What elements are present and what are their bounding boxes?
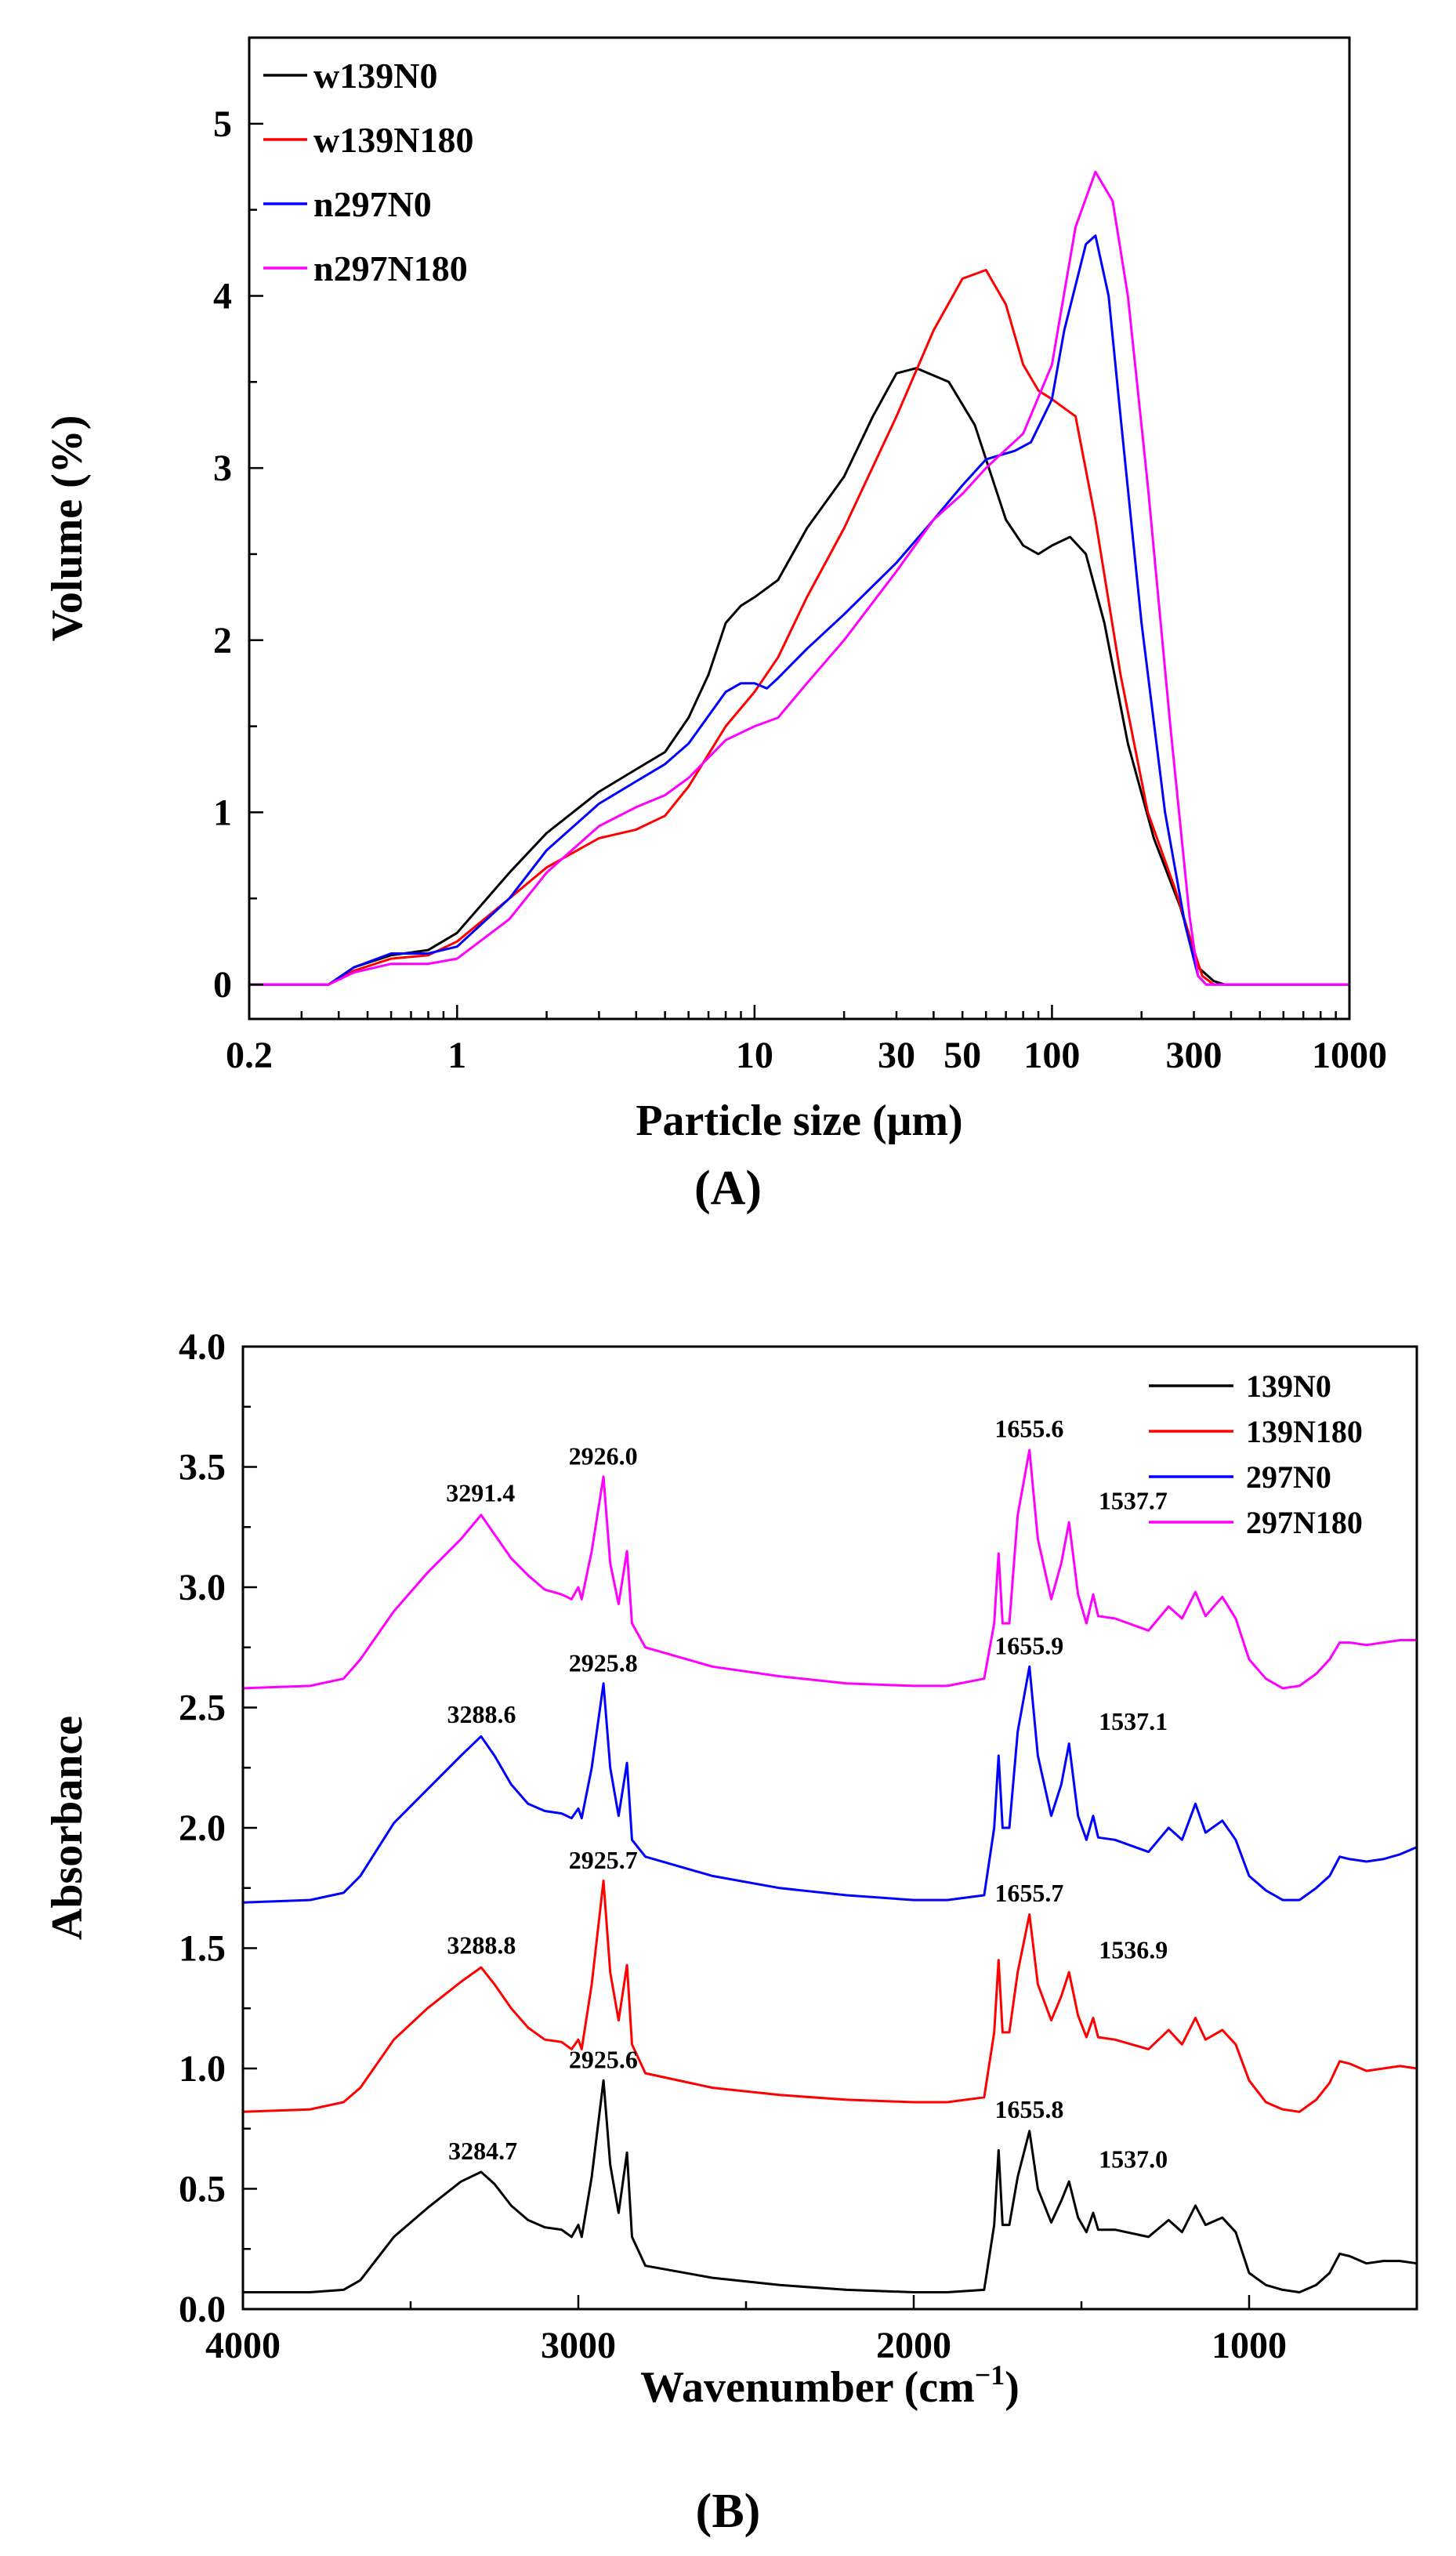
y-tick-label: 1.5: [179, 1928, 226, 1970]
x-tick-label: 3000: [541, 2325, 616, 2366]
peak-label: 3291.4: [446, 1479, 515, 1507]
peak-label: 2925.7: [569, 1846, 638, 1874]
peak-label: 1537.0: [1099, 2145, 1168, 2173]
peak-label: 2925.6: [569, 2045, 638, 2073]
x-tick-label: 30: [878, 1035, 915, 1076]
plot-frame-b: [241, 1345, 1418, 2311]
series-line-w139N0: [249, 367, 1349, 986]
series-line-139N180: [242, 1880, 1418, 2113]
series-line-n297N0: [249, 234, 1349, 986]
x-tick-label: 4000: [205, 2325, 281, 2366]
peak-label: 2925.8: [569, 1648, 638, 1677]
x-tick-label: 1: [447, 1035, 466, 1076]
y-tick-label: 0.5: [179, 2169, 226, 2210]
series-line-297N180: [242, 1448, 1417, 1690]
series-line-139N0: [243, 2079, 1418, 2293]
y-tick-label: 3.5: [179, 1447, 226, 1488]
series-line-297N0: [242, 1665, 1418, 1904]
x-tick-label: 50: [944, 1035, 981, 1076]
y-axis-title: Volume (%): [43, 415, 92, 642]
y-tick-label: 2.5: [179, 1688, 226, 1729]
series-line-n297N180: [249, 170, 1349, 986]
peak-label: 3288.6: [447, 1700, 516, 1728]
panel-label-a: (A): [694, 1162, 762, 1215]
panel-b: 3284.7 2925.6 1655.8 1537.0 3288.8 2925.7 1655…: [43, 1326, 1418, 2538]
y-tick-label: 5: [213, 103, 232, 145]
peak-label: 1537.1: [1099, 1707, 1168, 1735]
x-axis-title: Wavenumber (cm−1): [640, 2359, 1020, 2412]
y-tick-label: 4: [213, 275, 232, 317]
peak-label: 2926.0: [569, 1441, 638, 1470]
y-tick-label: 3: [213, 448, 232, 489]
y-tick-label: 3.0: [179, 1567, 226, 1608]
peak-label: 1655.6: [994, 1414, 1063, 1442]
peak-label: 1655.7: [994, 1879, 1063, 1907]
y-tick-label: 1: [213, 792, 232, 833]
series-line-w139N180: [249, 269, 1349, 986]
legend-label-n297N0: n297N0: [313, 184, 432, 224]
peak-label: 3288.8: [447, 1931, 516, 1960]
peak-label: 1537.7: [1099, 1487, 1168, 1515]
y-tick-label: 0: [213, 964, 232, 1006]
legend-label-139N180: 139N180: [1246, 1414, 1363, 1449]
legend-label-139N0: 139N0: [1246, 1369, 1331, 1404]
y-tick-label: 0.0: [179, 2289, 226, 2330]
peak-label: 1655.9: [994, 1631, 1063, 1659]
x-axis-title-close: ): [1005, 2363, 1020, 2412]
legend-label-w139N180: w139N180: [313, 120, 473, 160]
x-tick-label: 2000: [876, 2325, 951, 2366]
legend-label-w139N0: w139N0: [313, 56, 437, 96]
y-tick-label: 2: [213, 620, 232, 662]
x-tick-label: 1000: [1312, 1035, 1387, 1076]
y-tick-label: 1.0: [179, 2048, 226, 2090]
peak-label: 1655.8: [994, 2095, 1063, 2123]
x-axis-title: Particle size (μm): [636, 1097, 962, 1145]
plot-frame-a: [248, 36, 1351, 1021]
x-tick-label: 0.2: [226, 1035, 273, 1076]
panel-a: 0.2 1 10 30 50 100 300 1000 0 1 2 3 4 5 Particle size …: [43, 36, 1387, 1215]
y-axis-title: Absorbance: [43, 1716, 92, 1940]
legend-label-297N180: 297N180: [1246, 1505, 1363, 1540]
peak-label: 1536.9: [1099, 1935, 1168, 1963]
legend-label-297N0: 297N0: [1246, 1459, 1331, 1495]
y-tick-label: 2.0: [179, 1807, 226, 1849]
legend-label-n297N180: n297N180: [313, 248, 468, 288]
x-tick-label: 300: [1166, 1035, 1222, 1076]
x-tick-label: 10: [736, 1035, 773, 1076]
x-tick-label: 1000: [1212, 2325, 1287, 2366]
peak-label: 3284.7: [448, 2137, 517, 2165]
x-tick-label: 100: [1023, 1035, 1080, 1076]
x-axis-title-sup: −1: [975, 2359, 1005, 2391]
panel-label-b: (B): [696, 2485, 761, 2538]
y-tick-label: 4.0: [179, 1326, 226, 1368]
x-axis-title-main: Wavenumber (cm: [640, 2363, 975, 2412]
